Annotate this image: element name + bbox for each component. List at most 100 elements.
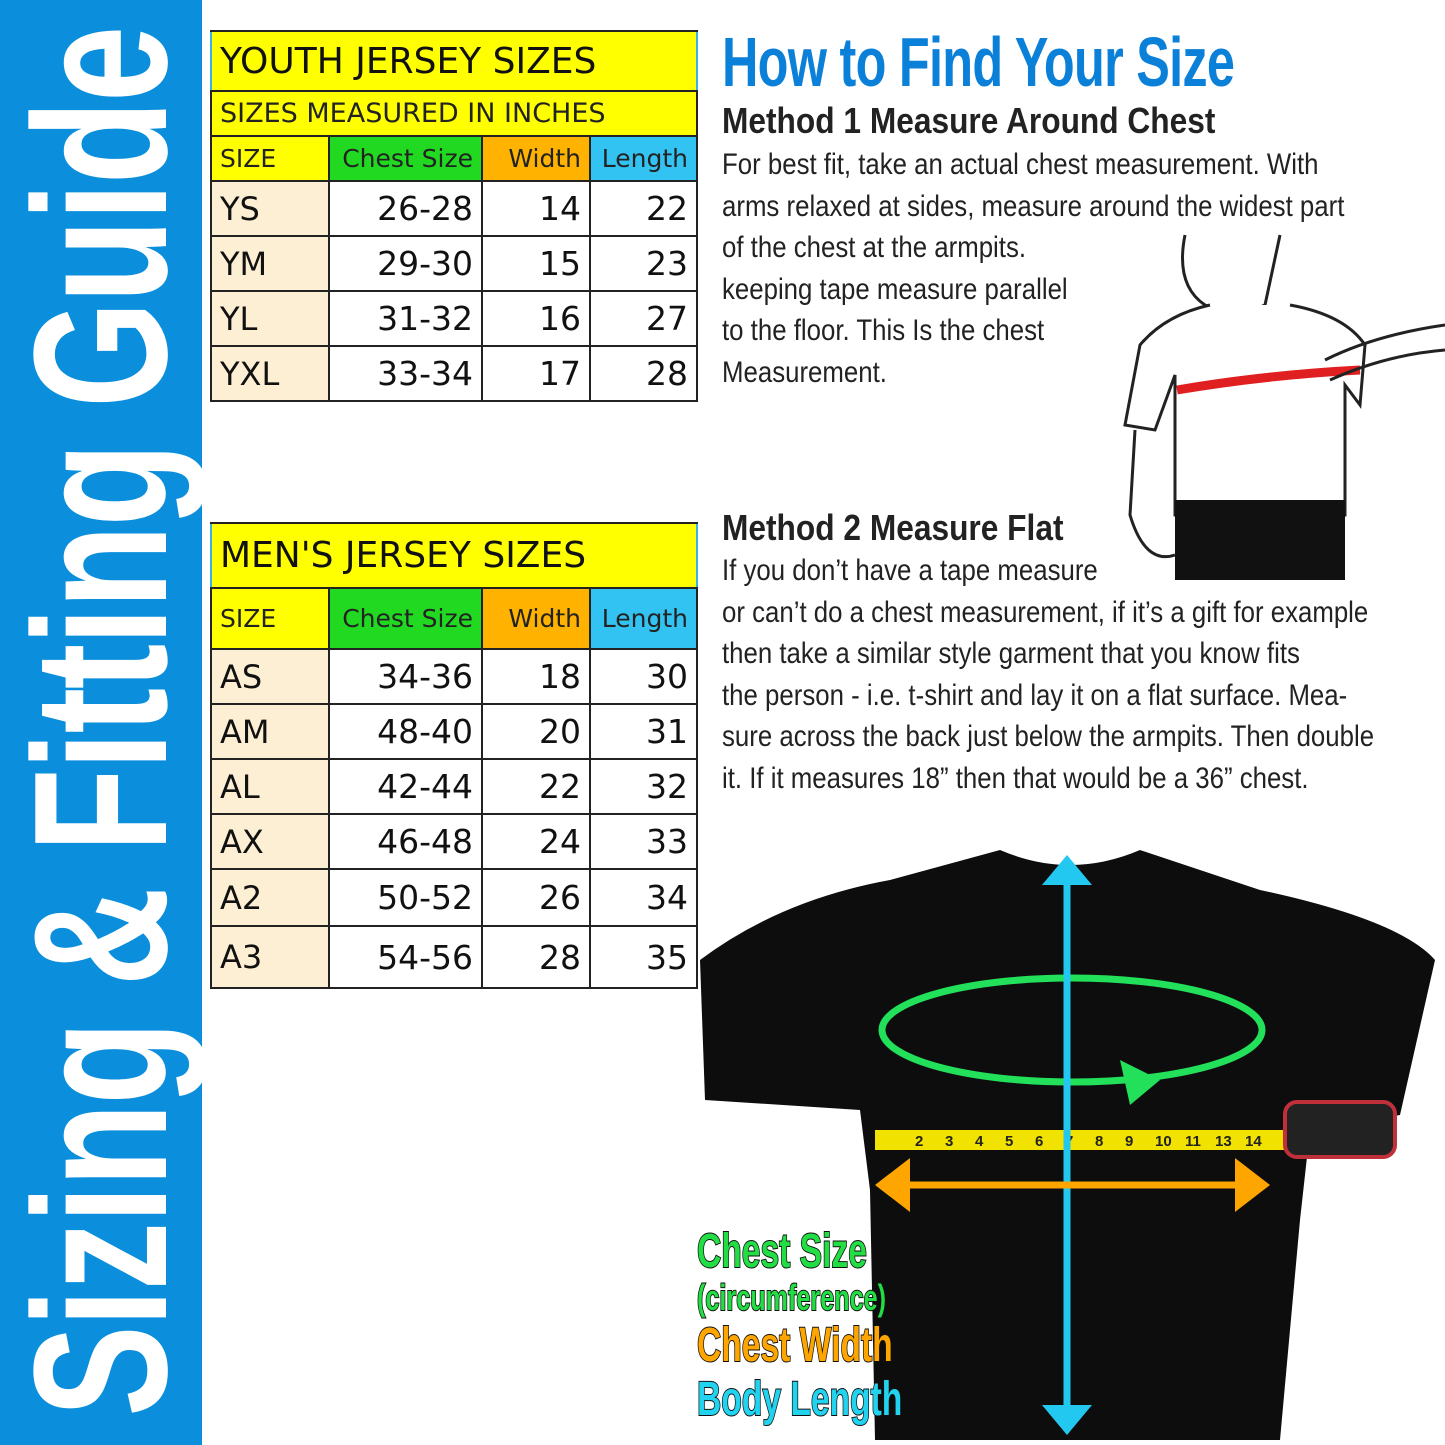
- tape-number: 2: [915, 1133, 923, 1150]
- chest-cell: 54-56: [328, 925, 483, 989]
- text-line: the person - i.e. t-shirt and lay it on …: [722, 678, 1348, 712]
- length-cell: 35: [589, 925, 698, 989]
- length-cell: 34: [589, 868, 698, 927]
- text-line: of the chest at the armpits.: [722, 231, 1027, 264]
- size-cell: AM: [210, 703, 330, 760]
- chest-cell: 31-32: [328, 290, 483, 347]
- width-cell: 15: [481, 235, 591, 292]
- size-cell: AS: [210, 648, 330, 705]
- table-row: AM 48-40 20 31: [210, 703, 698, 760]
- tape-measure-case: [1283, 1100, 1397, 1159]
- text-line: it. If it measures 18” then that would b…: [722, 761, 1309, 795]
- text-line: For best fit, take an actual chest measu…: [722, 148, 1319, 181]
- method1-text: For best fit, take an actual chest measu…: [722, 144, 1344, 393]
- length-cell: 33: [589, 813, 698, 870]
- width-cell: 17: [481, 345, 591, 402]
- youth-table-subtitle: SIZES MEASURED IN INCHES: [210, 90, 698, 137]
- text-line: arms relaxed at sides, measure around th…: [722, 189, 1345, 223]
- tape-number: 8: [1095, 1133, 1103, 1150]
- guide-title: How to Find Your Size: [722, 23, 1235, 101]
- table-row: YL 31-32 16 27: [210, 290, 698, 347]
- header-size: SIZE: [210, 135, 330, 182]
- table-row: YS 26-28 14 22: [210, 180, 698, 237]
- youth-size-table: YOUTH JERSEY SIZES SIZES MEASURED IN INC…: [210, 30, 698, 402]
- text-line: to the floor. This Is the chest: [722, 314, 1045, 347]
- size-cell: A3: [210, 925, 330, 989]
- size-cell: AX: [210, 813, 330, 870]
- tape-number: 9: [1125, 1133, 1133, 1150]
- header-width: Width: [481, 587, 591, 650]
- tape-number: 13: [1215, 1133, 1232, 1150]
- mens-table-title: MEN'S JERSEY SIZES: [211, 522, 697, 589]
- table-row: AX 46-48 24 33: [210, 813, 698, 870]
- chest-cell: 29-30: [328, 235, 483, 292]
- tape-measure: [875, 1130, 1315, 1150]
- method2-text: If you don’t have a tape measure or can’…: [722, 550, 1374, 799]
- chest-cell: 46-48: [328, 813, 483, 870]
- size-cell: A2: [210, 868, 330, 927]
- header-chest-size: Chest Size: [328, 135, 483, 182]
- length-cell: 22: [589, 180, 698, 237]
- width-cell: 22: [481, 758, 591, 815]
- tape-number: 6: [1035, 1133, 1043, 1150]
- tape-number: 3: [945, 1133, 953, 1150]
- table-row: YXL 33-34 17 28: [210, 345, 698, 402]
- tape-number: 4: [975, 1133, 984, 1150]
- mens-size-table: MEN'S JERSEY SIZES SIZE Chest Size Width…: [210, 522, 698, 989]
- size-cell: YXL: [210, 345, 330, 402]
- chest-arrow-head: [1120, 1060, 1160, 1105]
- text-line: then take a similar style garment that y…: [722, 637, 1300, 670]
- measurement-legend: Chest Size (circumference) Chest Width B…: [696, 1225, 903, 1426]
- youth-table-title: YOUTH JERSEY SIZES: [211, 30, 697, 92]
- table-row: A2 50-52 26 34: [210, 868, 698, 927]
- tape-number: 11: [1185, 1133, 1201, 1150]
- length-cell: 28: [589, 345, 698, 402]
- header-chest-size: Chest Size: [328, 587, 483, 650]
- text-line: keeping tape measure parallel: [722, 272, 1068, 306]
- text-line: Measurement.: [722, 355, 887, 389]
- width-cell: 16: [481, 290, 591, 347]
- legend-body-length: Body Length: [696, 1373, 903, 1426]
- width-cell: 18: [481, 648, 591, 705]
- table-row: AS 34-36 18 30: [210, 648, 698, 705]
- table-row: A3 54-56 28 35: [210, 925, 698, 989]
- mens-header-row: SIZE Chest Size Width Length: [210, 587, 698, 650]
- jersey-illustration: 2345678910111314: [700, 850, 1435, 1440]
- chest-cell: 33-34: [328, 345, 483, 402]
- sidebar-title: Sizing & Fitting Guide: [0, 27, 207, 1417]
- header-length: Length: [589, 587, 698, 650]
- size-cell: YS: [210, 180, 330, 237]
- legend-chest-size: Chest Size: [696, 1225, 867, 1278]
- length-cell: 31: [589, 703, 698, 760]
- tape-number: 5: [1005, 1133, 1013, 1150]
- size-cell: YL: [210, 290, 330, 347]
- sidebar-banner: Sizing & Fitting Guide: [0, 0, 207, 1445]
- text-line: or can’t do a chest measurement, if it’s…: [722, 595, 1369, 629]
- width-cell: 24: [481, 813, 591, 870]
- text-line: If you don’t have a tape measure: [722, 554, 1098, 587]
- chest-cell: 48-40: [328, 703, 483, 760]
- text-line: sure across the back just below the armp…: [722, 720, 1375, 753]
- chest-circumference-ellipse: [878, 974, 1266, 1086]
- chest-cell: 50-52: [328, 868, 483, 927]
- width-cell: 20: [481, 703, 591, 760]
- size-cell: AL: [210, 758, 330, 815]
- legend-circumference: (circumference): [696, 1277, 887, 1318]
- chest-cell: 34-36: [328, 648, 483, 705]
- table-row: AL 42-44 22 32: [210, 758, 698, 815]
- length-cell: 27: [589, 290, 698, 347]
- youth-header-row: SIZE Chest Size Width Length: [210, 135, 698, 182]
- width-cell: 26: [481, 868, 591, 927]
- header-width: Width: [481, 135, 591, 182]
- tape-number: 14: [1245, 1133, 1262, 1150]
- chest-cell: 42-44: [328, 758, 483, 815]
- size-cell: YM: [210, 235, 330, 292]
- header-length: Length: [589, 135, 698, 182]
- method2-heading: Method 2 Measure Flat: [722, 507, 1064, 548]
- length-cell: 32: [589, 758, 698, 815]
- legend-chest-width: Chest Width: [696, 1319, 893, 1372]
- header-size: SIZE: [210, 587, 330, 650]
- length-cell: 23: [589, 235, 698, 292]
- chest-cell: 26-28: [328, 180, 483, 237]
- length-cell: 30: [589, 648, 698, 705]
